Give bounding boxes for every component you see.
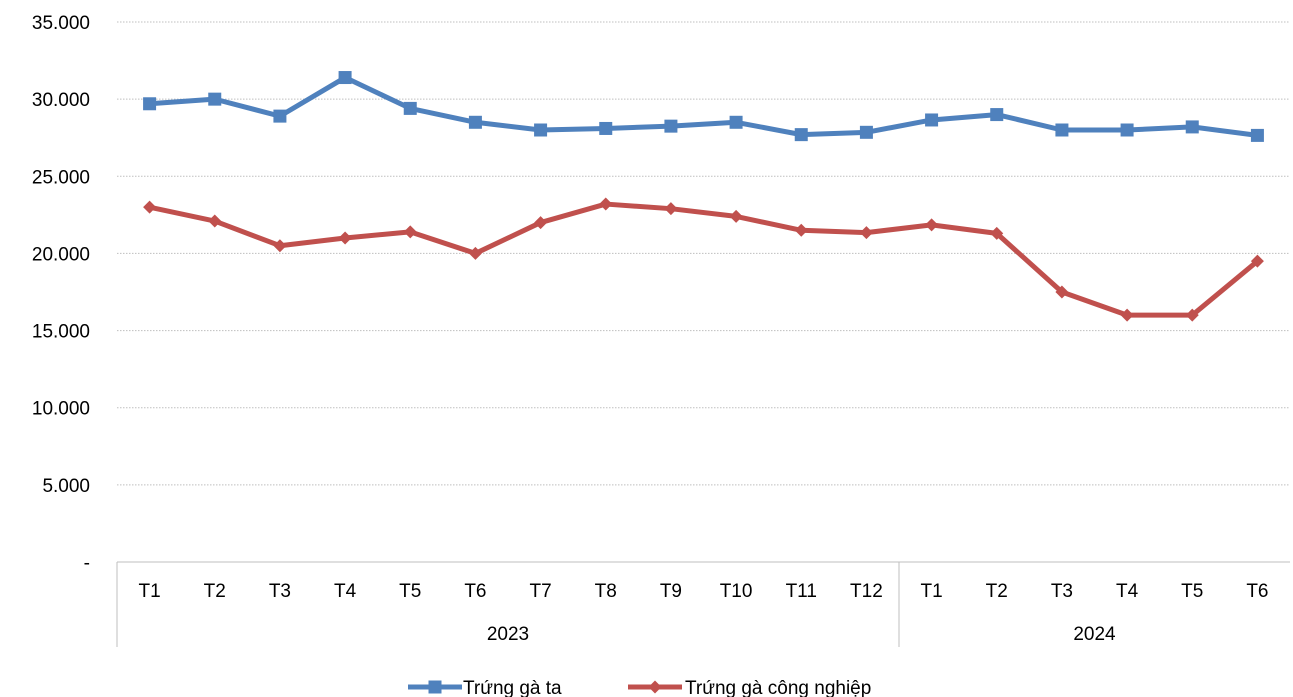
data-point	[338, 71, 352, 85]
data-point	[403, 101, 417, 115]
x-group-label: 2023	[487, 624, 529, 645]
data-point	[1120, 308, 1134, 322]
x-tick-label: T2	[204, 581, 226, 602]
data-point	[208, 92, 222, 106]
x-tick-label: T4	[334, 581, 357, 602]
series-2	[143, 197, 1264, 322]
legend-marker	[648, 680, 662, 694]
x-tick-label: T2	[986, 581, 1008, 602]
y-tick-label: 30.000	[32, 90, 90, 111]
y-tick-label: 35.000	[32, 13, 90, 34]
data-point	[599, 197, 613, 211]
series-line	[147, 75, 1260, 138]
data-point	[664, 119, 678, 133]
data-point	[1250, 254, 1264, 268]
data-point	[990, 108, 1004, 122]
data-point	[534, 216, 548, 230]
data-point	[338, 231, 352, 245]
data-point	[1055, 285, 1069, 299]
legend-label: Trứng gà ta	[463, 678, 562, 697]
data-point	[990, 226, 1004, 240]
data-point	[1120, 123, 1134, 137]
data-point	[1250, 128, 1264, 142]
data-point	[859, 125, 873, 139]
data-point	[468, 246, 482, 260]
data-point	[468, 115, 482, 129]
x-tick-label: T12	[850, 581, 883, 602]
x-tick-label: T5	[399, 581, 421, 602]
data-point	[1185, 120, 1199, 134]
x-tick-label: T6	[1246, 581, 1268, 602]
data-point	[664, 202, 678, 216]
x-tick-label: T3	[269, 581, 291, 602]
x-tick-label: T1	[920, 581, 942, 602]
legend-item: Trứng gà ta	[408, 678, 562, 697]
data-point	[925, 113, 939, 127]
data-point	[143, 97, 157, 111]
data-point	[729, 209, 743, 223]
data-point	[273, 239, 287, 253]
x-axis: T1 T2 T3 T4 T5 T6 T7 T8 T9 T10 T11 T12 T1 T2 T3 T4 T5 T6 2…	[116, 561, 1290, 647]
y-tick-label: 25.000	[32, 167, 90, 188]
y-tick-label: 5.000	[42, 476, 90, 497]
data-point	[794, 223, 808, 237]
x-tick-label: T3	[1051, 581, 1073, 602]
x-tick-label: T5	[1181, 581, 1203, 602]
x-tick-label: T8	[595, 581, 617, 602]
y-tick-label: 20.000	[32, 244, 90, 265]
x-tick-label: T4	[1116, 581, 1139, 602]
gridlines	[117, 21, 1290, 486]
y-axis: - 5.000 10.000 15.000 20.000 25.000 30.000 35.0…	[32, 13, 90, 574]
data-point	[273, 109, 287, 123]
data-point	[534, 123, 548, 137]
y-tick-label: 10.000	[32, 399, 90, 420]
x-tick-label: T11	[786, 581, 817, 602]
legend-marker	[428, 680, 442, 694]
data-point	[729, 115, 743, 129]
data-point	[1055, 123, 1069, 137]
legend-item: Trứng gà công nghiệp	[628, 678, 871, 697]
data-point	[599, 121, 613, 135]
data-point	[925, 218, 939, 232]
x-tick-label: T7	[529, 581, 551, 602]
x-tick-label: T9	[660, 581, 682, 602]
data-point	[143, 200, 157, 214]
legend-label: Trứng gà công nghiệp	[685, 678, 871, 697]
y-tick-label: 15.000	[32, 322, 90, 343]
x-tick-label: T1	[138, 581, 160, 602]
data-point	[403, 225, 417, 239]
data-point	[1185, 308, 1199, 322]
series-layer	[143, 71, 1264, 322]
data-point	[794, 128, 808, 142]
series-line	[147, 201, 1260, 318]
x-tick-label: T10	[720, 581, 753, 602]
x-tick-label: T6	[464, 581, 486, 602]
y-tick-label: -	[84, 553, 90, 574]
legend: Trứng gà ta Trứng gà công nghiệp	[408, 678, 871, 697]
data-point	[208, 214, 222, 228]
x-group-label: 2024	[1073, 624, 1116, 645]
series-1	[143, 71, 1264, 142]
data-point	[859, 226, 873, 240]
